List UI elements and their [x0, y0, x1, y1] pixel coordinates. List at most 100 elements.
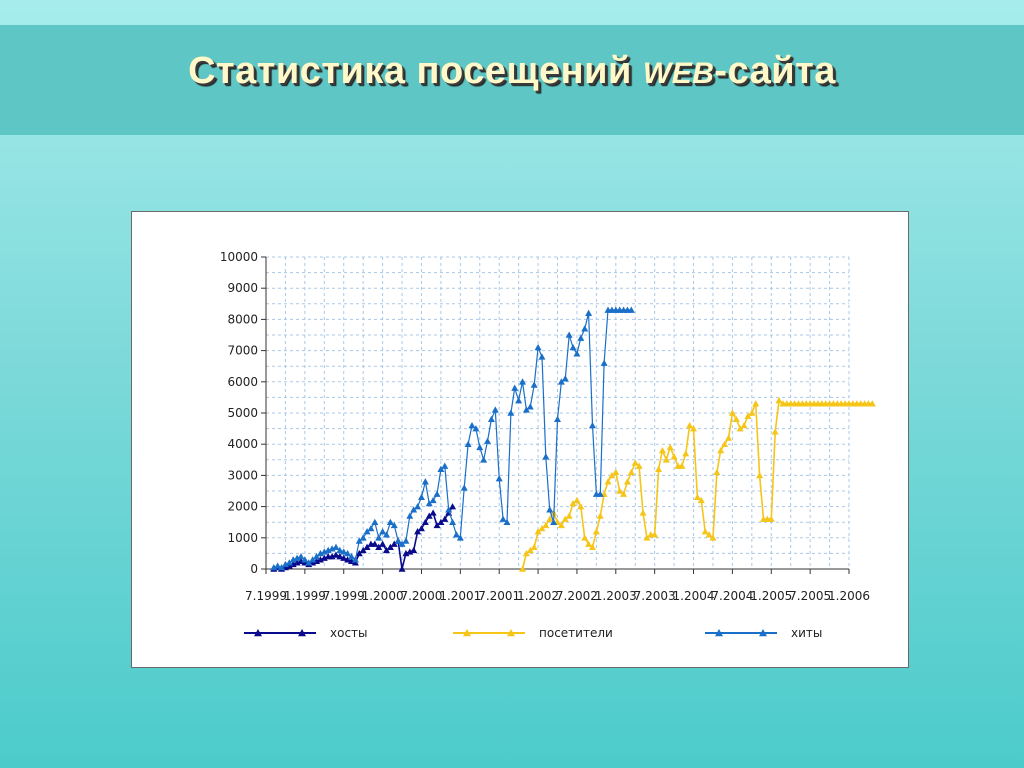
data-point: [526, 403, 534, 410]
series-хиты: [270, 306, 635, 571]
data-point: [573, 350, 581, 357]
data-point: [441, 515, 449, 522]
legend-item-хосты: хосты: [244, 626, 368, 640]
y-tick-label: 7000: [227, 344, 258, 358]
data-point: [429, 509, 437, 516]
legend-label: посетители: [539, 626, 613, 640]
data-point: [274, 562, 282, 569]
x-tick-label: 7.2005: [789, 589, 831, 603]
data-point: [631, 459, 639, 466]
data-point: [775, 397, 783, 404]
slide-title-part2: -сайта: [714, 50, 836, 92]
slide-title: Статистика посещений WEB-сайта: [0, 50, 1024, 93]
data-point: [351, 556, 359, 563]
data-point: [375, 534, 383, 541]
y-tick-label: 5000: [227, 406, 258, 420]
data-point: [406, 512, 414, 519]
data-point: [371, 518, 379, 525]
data-point: [340, 554, 348, 561]
data-point: [371, 540, 379, 547]
data-point: [499, 515, 507, 522]
data-point: [627, 468, 635, 476]
data-point: [433, 490, 441, 497]
data-point: [612, 468, 620, 476]
data-point: [449, 503, 457, 510]
data-point: [573, 496, 581, 504]
data-point: [425, 499, 433, 507]
data-point: [643, 534, 651, 541]
y-tick-label: 6000: [227, 375, 258, 389]
data-point: [717, 446, 725, 454]
data-point: [616, 487, 624, 494]
legend-marker: [507, 629, 515, 637]
data-point: [740, 421, 748, 429]
data-point: [305, 559, 313, 566]
x-tick-label: 1.2006: [828, 589, 870, 603]
legend-item-хиты: хиты: [705, 626, 822, 640]
data-point: [588, 421, 596, 429]
data-point: [725, 434, 733, 441]
data-point: [748, 409, 756, 416]
data-point: [557, 521, 565, 529]
data-point: [386, 543, 394, 550]
data-point: [526, 546, 534, 554]
data-point: [472, 425, 480, 432]
data-point: [503, 518, 511, 525]
data-point: [410, 506, 418, 513]
data-point: [771, 428, 779, 435]
data-point: [332, 551, 340, 558]
data-point: [530, 381, 538, 388]
legend-label: хиты: [791, 626, 822, 640]
data-point: [484, 437, 492, 444]
data-point: [515, 397, 523, 404]
data-point: [592, 528, 600, 535]
data-point: [348, 553, 356, 560]
legend-marker: [463, 629, 471, 637]
data-point: [456, 534, 464, 541]
data-point: [336, 546, 344, 554]
data-point: [367, 524, 375, 532]
data-point: [332, 543, 340, 550]
data-point: [588, 543, 596, 550]
data-point: [441, 462, 449, 469]
data-point: [577, 503, 585, 510]
data-point: [666, 443, 674, 451]
data-point: [507, 409, 515, 416]
data-point: [709, 534, 717, 541]
x-tick-label: 1.2005: [750, 589, 792, 603]
data-point: [519, 378, 527, 385]
x-tick-label: 1.1999: [284, 589, 326, 603]
data-point: [445, 506, 453, 513]
data-point: [511, 384, 519, 391]
data-point: [410, 546, 418, 554]
data-point: [569, 499, 577, 507]
data-point: [495, 475, 503, 482]
data-point: [309, 556, 317, 563]
data-point: [728, 409, 736, 416]
data-point: [301, 556, 309, 563]
y-tick-label: 10000: [220, 250, 258, 264]
x-tick-label: 7.1999: [245, 589, 287, 603]
data-point: [476, 443, 484, 451]
data-point: [491, 406, 499, 413]
data-point: [421, 478, 429, 485]
data-point: [285, 559, 293, 566]
data-point: [480, 456, 488, 463]
data-point: [713, 468, 721, 476]
x-tick-label: 1.2004: [673, 589, 715, 603]
data-point: [379, 540, 387, 547]
data-point: [359, 534, 367, 541]
legend-marker: [254, 629, 262, 637]
data-point: [313, 553, 321, 560]
data-point: [355, 549, 363, 557]
legend-marker: [298, 629, 306, 637]
data-point: [623, 478, 631, 485]
data-point: [550, 518, 558, 525]
data-point: [414, 528, 422, 535]
line-chart: 0 1000 2000 3000 4000 5000 6000 7000 8000 9000 100…: [220, 250, 876, 640]
data-point: [487, 415, 495, 423]
data-point: [600, 359, 608, 366]
data-point: [561, 375, 569, 382]
slide-title-part1: Статистика посещений: [188, 50, 632, 92]
data-point: [596, 490, 604, 497]
